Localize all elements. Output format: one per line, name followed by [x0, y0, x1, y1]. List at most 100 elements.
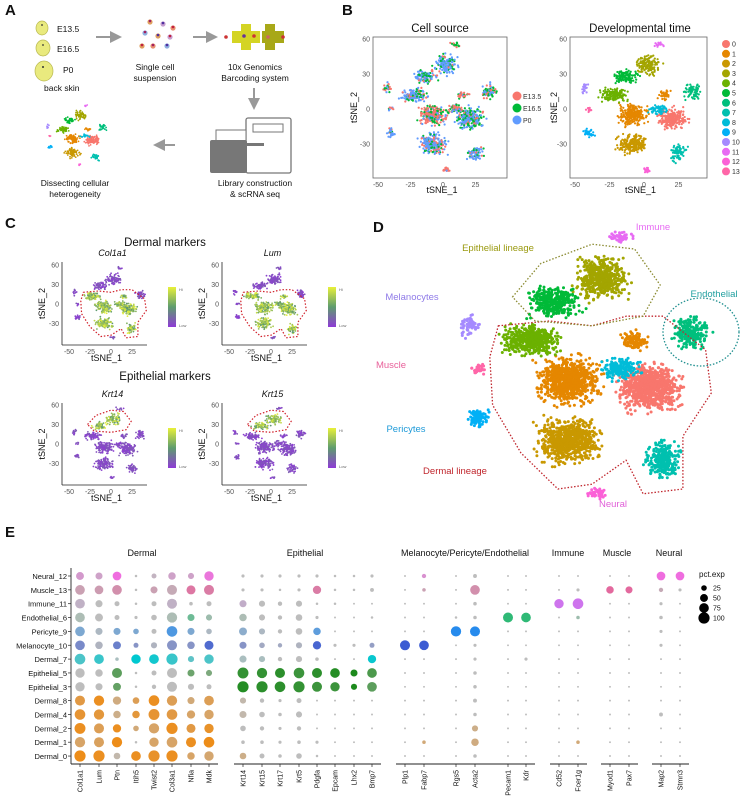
scatter-point: [126, 306, 128, 309]
scatter-point: [59, 128, 62, 131]
scatter-point: [289, 310, 292, 313]
scatter-point: [648, 74, 651, 77]
scatter-point: [65, 117, 67, 119]
scatter-point: [670, 157, 673, 160]
panel-label-d: D: [373, 219, 384, 236]
scatter-point: [457, 117, 460, 120]
scatter-point: [697, 97, 700, 100]
scatter-point: [601, 93, 605, 96]
scatter-point: [426, 120, 429, 124]
scatter-point: [648, 60, 651, 63]
scatter-point: [95, 305, 97, 307]
scatter-point: [654, 104, 657, 107]
scatter-point: [635, 61, 639, 64]
scatter-point: [265, 308, 267, 311]
scatter-point: [624, 116, 627, 119]
scatter-point: [661, 107, 665, 110]
scatter-point: [114, 303, 117, 305]
x-axis-label: tSNE_1: [426, 185, 457, 195]
scatter-point: [659, 111, 663, 114]
scatter-point: [485, 93, 488, 96]
dermal-markers-title: Dermal markers: [124, 237, 206, 249]
scatter-point: [625, 111, 628, 115]
scatter-point: [625, 118, 628, 121]
scatter-point: [667, 95, 670, 98]
scatter-point: [263, 321, 265, 323]
scatter-point: [285, 314, 288, 316]
scatter-point: [432, 74, 435, 77]
scatter-point: [636, 142, 639, 145]
scatter-point: [104, 299, 107, 302]
scatter-point: [438, 70, 441, 73]
scatter-point: [681, 121, 685, 124]
scatter-point: [680, 123, 683, 126]
scatter-point: [293, 313, 296, 315]
scatter-point: [74, 118, 76, 121]
scatter-point: [257, 325, 260, 328]
scatter-point: [78, 316, 81, 319]
scatter-point: [421, 122, 424, 126]
scatter-point: [633, 122, 637, 125]
scatter-point: [619, 95, 622, 98]
scatter-point: [425, 119, 428, 122]
scatter-point: [429, 133, 432, 136]
scatter-point: [469, 113, 472, 116]
legend-label: 6: [732, 100, 736, 107]
x-axis-label: tSNE_1: [91, 353, 122, 363]
scatter-point: [97, 307, 100, 310]
scatter-point: [664, 123, 667, 126]
scatter-point: [487, 94, 490, 97]
scatter-point: [136, 305, 139, 308]
scatter-point: [403, 94, 406, 97]
legend-label: 2: [732, 61, 736, 68]
scatter-point: [465, 114, 468, 118]
scatter-point: [49, 147, 51, 149]
scatter-point: [95, 309, 98, 312]
scatter-point: [458, 93, 461, 96]
scatter-point: [426, 108, 429, 111]
scatter-point: [277, 281, 279, 284]
scatter-point: [636, 151, 639, 154]
scatter-point: [69, 142, 72, 145]
mini-tsne-icon: [46, 104, 108, 167]
scatter-point: [437, 145, 440, 148]
scatter-point: [461, 116, 464, 119]
scatter-point: [630, 119, 633, 122]
scatter-point: [464, 120, 467, 123]
scatter-point: [656, 68, 660, 71]
scatter-point: [417, 86, 420, 89]
scatter-point: [476, 116, 479, 120]
x-tick-label: 25: [675, 182, 683, 189]
panel-a-workflow: E13.5 E16.5 P0 back skin Single cell sus…: [34, 19, 292, 199]
scatter-point: [107, 321, 110, 323]
scatter-point: [671, 124, 674, 127]
scatter-point: [640, 149, 644, 152]
scatter-point: [261, 304, 264, 307]
scatter-point: [404, 100, 407, 103]
scatter-point: [634, 81, 637, 84]
scatter-point: [105, 129, 108, 132]
scatter-point: [260, 297, 263, 299]
scatter-point: [638, 143, 642, 146]
developmental-time-plot: [581, 41, 702, 174]
scatter-point: [81, 116, 84, 119]
scatter-point: [690, 90, 694, 93]
scatter-point: [440, 106, 443, 109]
legend-swatch: [722, 89, 730, 97]
scatter-point: [626, 123, 629, 126]
scatter-point: [128, 311, 131, 313]
scatter-point: [639, 109, 642, 112]
scatter-point: [451, 58, 454, 62]
scatter-point: [675, 152, 678, 155]
scatter-point: [113, 301, 116, 303]
scatter-point: [71, 137, 74, 140]
scatter-point: [683, 95, 686, 98]
cell-nucleus: [161, 21, 165, 25]
scatter-point: [617, 79, 621, 82]
scatter-point: [267, 301, 270, 304]
scatter-point: [684, 91, 688, 94]
scatter-point: [412, 89, 415, 92]
scatter-point: [673, 144, 676, 147]
scatter-point: [68, 141, 70, 143]
scatter-point: [585, 91, 588, 94]
